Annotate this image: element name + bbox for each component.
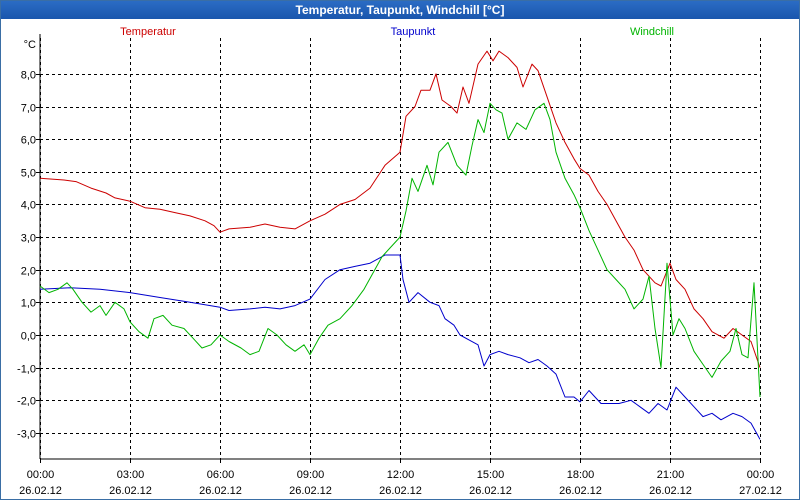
x-tick-time: 06:00 xyxy=(207,469,235,481)
x-tick-date: 26.02.12 xyxy=(559,485,602,497)
series-line-taupunkt xyxy=(39,254,761,440)
legend-windchill: Windchill xyxy=(630,26,674,38)
y-tick-label: -3,0 xyxy=(17,429,36,441)
x-tick-time: 09:00 xyxy=(297,469,325,481)
x-tick-date: 26.02.12 xyxy=(469,485,512,497)
y-tick-label: 0,0 xyxy=(21,331,36,343)
y-tick-label: 5,0 xyxy=(21,168,36,180)
x-tick-time: 03:00 xyxy=(117,469,145,481)
y-tick-label: 6,0 xyxy=(21,135,36,147)
x-tick-time: 12:00 xyxy=(387,469,415,481)
x-tick-date: 26.02.12 xyxy=(109,485,152,497)
x-tick-time: 00:00 xyxy=(747,469,775,481)
x-tick-date: 26.02.12 xyxy=(199,485,242,497)
series-line-windchill xyxy=(39,102,761,398)
x-tick-date: 27.02.12 xyxy=(739,485,782,497)
x-tick-time: 00:00 xyxy=(27,469,55,481)
x-tick-date: 26.02.12 xyxy=(379,485,422,497)
y-tick-label: 1,0 xyxy=(21,298,36,310)
y-tick-label: 8,0 xyxy=(21,70,36,82)
x-tick-date: 26.02.12 xyxy=(19,485,62,497)
y-tick-label: -1,0 xyxy=(17,364,36,376)
x-tick-time: 15:00 xyxy=(477,469,505,481)
x-tick-time: 18:00 xyxy=(567,469,595,481)
y-tick-label: 2,0 xyxy=(21,266,36,278)
grid-lines xyxy=(40,38,761,459)
y-tick-label: 7,0 xyxy=(21,103,36,115)
window-title: Temperatur, Taupunkt, Windchill [°C] xyxy=(1,1,799,19)
legend-temperatur: Temperatur xyxy=(120,26,176,38)
legend-taupunkt: Taupunkt xyxy=(391,26,436,38)
series-line-temperatur xyxy=(39,50,761,368)
data-series xyxy=(39,50,761,440)
y-tick-label: -2,0 xyxy=(17,396,36,408)
tick-labels: 8,0 7,0 6,0 5,0 4,0 3,0 2,0 1,0 0,0 -1,0 -2,0 -3,0 °… xyxy=(17,39,782,497)
x-tick-time: 21:00 xyxy=(657,469,685,481)
y-axis-unit: °C xyxy=(24,39,36,51)
x-tick-date: 26.02.12 xyxy=(289,485,332,497)
axes xyxy=(36,34,761,463)
x-tick-date: 26.02.12 xyxy=(649,485,692,497)
legend: Temperatur Taupunkt Windchill xyxy=(120,26,674,38)
y-tick-label: 3,0 xyxy=(21,233,36,245)
y-tick-label: 4,0 xyxy=(21,200,36,212)
